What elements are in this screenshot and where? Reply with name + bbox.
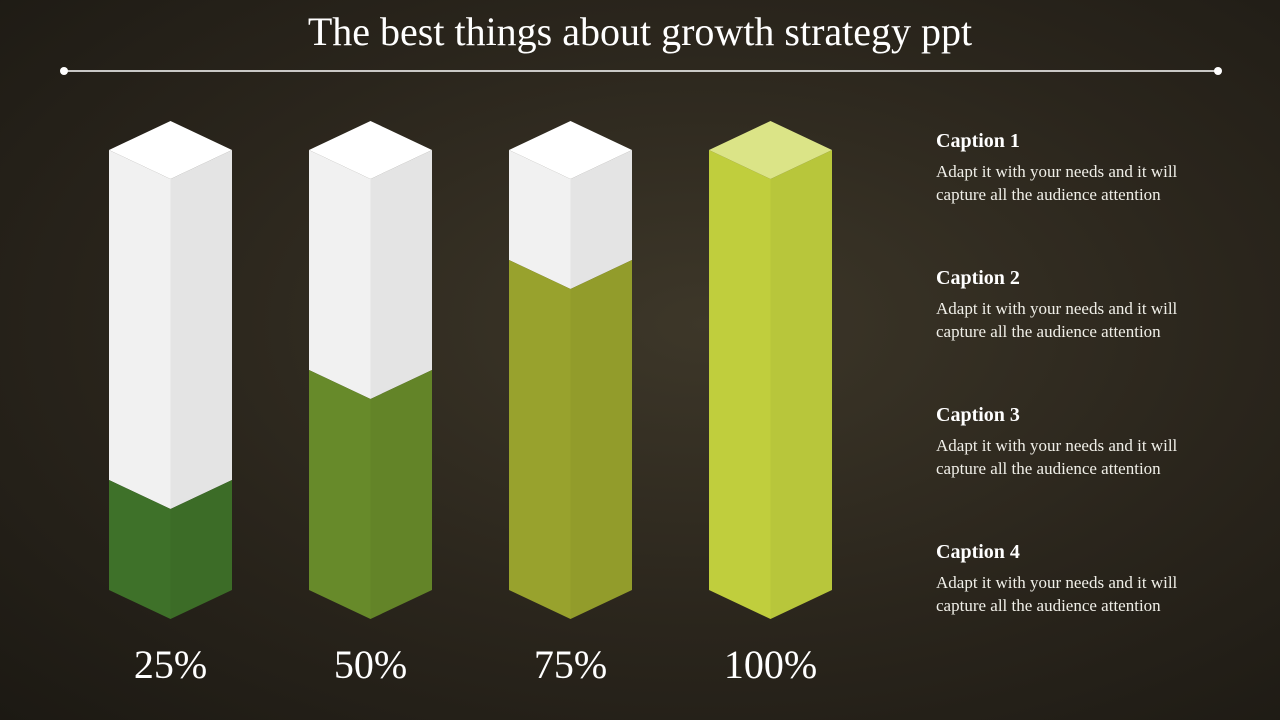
bar-1-fill-left [109,480,171,619]
bar-2-fill-right [370,370,432,619]
bar-2-empty-right [370,150,432,399]
bar-3-label: 75% [534,642,607,687]
bar-3-fill-left [509,260,571,619]
bar-2-top [309,121,432,179]
bar-2-fill-left [309,370,371,619]
title-divider [60,67,1222,75]
bar-2-label: 50% [334,642,407,687]
caption-4-text: Adapt it with your needs and it will cap… [936,573,1178,615]
bar-1-label: 25% [134,642,207,687]
bar-4-fill-left [709,150,771,619]
bar-1-empty-right [170,150,232,509]
bar-4-label: 100% [724,642,817,687]
bar-1-empty-left [109,150,171,509]
caption-1-text: Adapt it with your needs and it will cap… [936,162,1178,204]
caption-4: Caption 4 Adapt it with your needs and i… [936,541,1196,617]
bar-4-top [709,121,832,179]
bar-3-empty-right [570,150,632,289]
bar-chart: 25% 50% 75% 100% [109,121,832,687]
caption-4-title: Caption 4 [936,541,1020,563]
caption-3-text: Adapt it with your needs and it will cap… [936,436,1178,478]
bar-3-empty-left [509,150,571,289]
caption-3: Caption 3 Adapt it with your needs and i… [936,404,1196,480]
bar-3-fill-right [570,260,632,619]
caption-2-title: Caption 2 [936,267,1020,289]
bar-4-fill-right [770,150,832,619]
caption-1-title: Caption 1 [936,130,1020,152]
caption-2: Caption 2 Adapt it with your needs and i… [936,267,1196,343]
bar-1-top [109,121,232,179]
caption-2-text: Adapt it with your needs and it will cap… [936,299,1178,341]
page-title: The best things about growth strategy pp… [307,9,973,54]
bar-2-empty-left [309,150,371,399]
bar-1-fill-right [170,480,232,619]
caption-1: Caption 1 Adapt it with your needs and i… [936,130,1196,206]
bar-3-top [509,121,632,179]
caption-3-title: Caption 3 [936,404,1020,426]
